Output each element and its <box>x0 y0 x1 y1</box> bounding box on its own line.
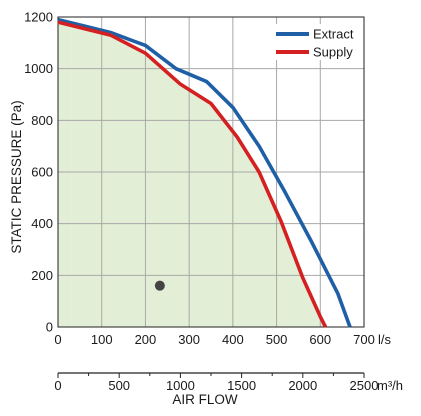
x-tick-label-300: 300 <box>178 332 200 347</box>
shaded-area-right <box>71 25 326 327</box>
x2-axis-unit: m³/h <box>377 378 403 393</box>
x-tick-labels: 0 100 200 300 400 500 600 700 <box>54 332 374 347</box>
shaded-area-left <box>58 22 72 328</box>
series-group <box>57 17 352 328</box>
x-tick-label-100: 100 <box>91 332 113 347</box>
shaded-operating-area-group <box>58 22 326 328</box>
legend-label-supply: Supply <box>313 45 353 60</box>
y-tick-label-200: 200 <box>31 268 53 283</box>
operating-point-marker <box>154 280 165 291</box>
marker-group <box>154 280 165 291</box>
legend: Extract Supply <box>270 24 362 60</box>
x-axis-unit: l/s <box>378 332 392 347</box>
series-line-supply <box>57 20 328 328</box>
x-tick-label-600: 600 <box>309 332 331 347</box>
x2-tick-label-1000: 1000 <box>166 378 195 393</box>
x-tick-label-700: 700 <box>353 332 375 347</box>
plot-frame <box>57 16 365 328</box>
y-tick-label-600: 600 <box>31 165 53 180</box>
x-tick-label-400: 400 <box>222 332 244 347</box>
y-tick-label-400: 400 <box>31 216 53 231</box>
x2-tick-label-2500: 2500 <box>350 378 379 393</box>
y-tick-label-1000: 1000 <box>24 61 53 76</box>
x2-tick-label-0: 0 <box>54 378 61 393</box>
x-tick-label-0: 0 <box>54 332 61 347</box>
x-axis-title: AIR FLOW <box>172 392 238 407</box>
secondary-x-axis: 0 500 1000 1500 2000 2500 <box>54 372 379 393</box>
legend-label-extract: Extract <box>313 27 354 42</box>
y-tick-labels: 0 200 400 600 800 1000 1200 <box>24 10 53 335</box>
x2-tick-label-1500: 1500 <box>227 378 256 393</box>
y-tick-label-1200: 1200 <box>24 10 53 25</box>
grid-group <box>58 17 364 327</box>
y-axis-title: STATIC PRESSURE (Pa) <box>9 100 24 253</box>
y-tick-label-0: 0 <box>46 320 53 335</box>
series-line-extract <box>57 17 352 328</box>
y-tick-label-800: 800 <box>31 113 53 128</box>
x-tick-label-200: 200 <box>135 332 157 347</box>
x2-tick-label-2000: 2000 <box>288 378 317 393</box>
x2-tick-label-500: 500 <box>108 378 130 393</box>
x-tick-label-500: 500 <box>266 332 288 347</box>
